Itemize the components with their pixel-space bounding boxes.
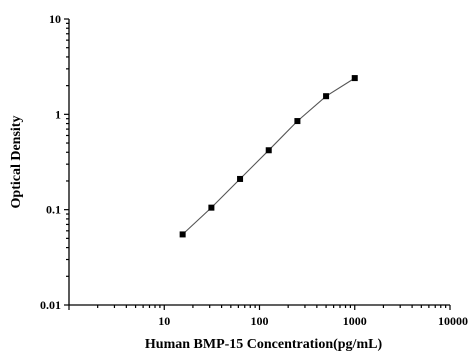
x-tick-label: 100 (251, 314, 269, 328)
data-point (208, 204, 215, 211)
y-tick-label: 10 (49, 12, 61, 26)
x-tick-label: 10000 (438, 314, 468, 328)
y-axis-label: Optical Density (9, 116, 24, 209)
x-tick-label: 1000 (343, 314, 367, 328)
series-layer (179, 75, 358, 238)
tick-labels: 0.01 0.1 1 10 10 100 1000 10000 (40, 12, 468, 328)
data-point (179, 231, 186, 238)
data-point (351, 75, 358, 82)
ticks (64, 18, 451, 310)
data-point (323, 93, 330, 100)
y-tick-label: 0.1 (46, 203, 61, 217)
y-tick-label: 1 (55, 107, 61, 121)
y-tick-label: 0.01 (40, 298, 61, 312)
data-point (237, 175, 244, 182)
axes (68, 19, 450, 306)
x-axis-label: Human BMP-15 Concentration(pg/mL) (145, 337, 383, 352)
data-point (294, 118, 301, 125)
x-tick-label: 10 (158, 314, 170, 328)
series-line (182, 77, 356, 235)
data-point (265, 147, 272, 154)
